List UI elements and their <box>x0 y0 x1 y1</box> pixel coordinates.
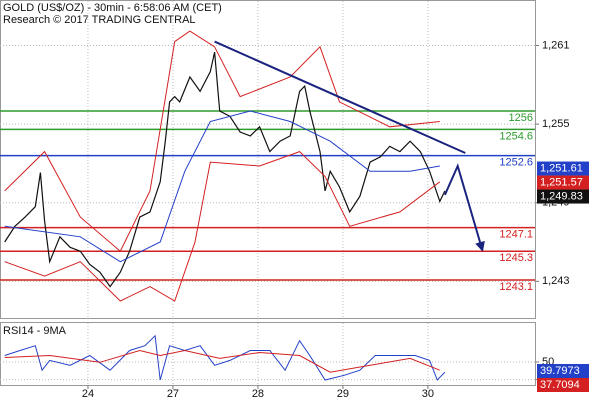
price-tag-label: 37.7094 <box>540 379 580 391</box>
x-tick-label: 24 <box>82 388 94 400</box>
series-line <box>4 30 440 252</box>
price-tag-label: 1,249.83 <box>540 190 583 202</box>
price-tag <box>537 175 589 190</box>
level-label: 1245.3 <box>499 252 533 264</box>
series-line <box>443 163 485 252</box>
series-line <box>4 334 446 381</box>
price-tag <box>537 378 589 393</box>
x-tick-label: 30 <box>422 388 434 400</box>
y-tick-label: 1,255 <box>542 118 570 130</box>
price-tag-label: 1,251.61 <box>540 162 583 174</box>
x-tick-label: 27 <box>167 388 179 400</box>
level-label: 1247.1 <box>499 229 533 241</box>
level-label: 1254.6 <box>499 130 533 142</box>
price-tag <box>537 189 589 204</box>
x-tick-label: 29 <box>337 388 349 400</box>
level-label: 1243.1 <box>499 281 533 293</box>
price-panel <box>0 0 536 319</box>
series-line <box>4 151 441 302</box>
series-line <box>4 110 440 263</box>
level-label: 1256 <box>509 112 533 124</box>
series-line <box>4 349 440 373</box>
chart-title: GOLD (US$/OZ) - 30min - 6:58:06 AM (CET) <box>3 2 222 14</box>
level-label: 1252.6 <box>499 156 533 168</box>
price-tag-label: 39.7973 <box>540 365 580 377</box>
y-tick-label: 1,243 <box>542 275 570 287</box>
price-tag-label: 1,251.57 <box>540 176 583 188</box>
chart-subtitle: Research © 2017 TRADING CENTRAL <box>3 14 196 26</box>
rsi-title: RSI14 - 9MA <box>3 325 67 337</box>
y-tick-label: 1,261 <box>542 39 570 51</box>
price-tag <box>537 161 589 176</box>
x-tick-label: 28 <box>252 388 264 400</box>
rsi-panel <box>0 322 536 386</box>
price-tag <box>537 364 589 379</box>
series-line <box>214 40 466 154</box>
series-line <box>4 51 446 288</box>
